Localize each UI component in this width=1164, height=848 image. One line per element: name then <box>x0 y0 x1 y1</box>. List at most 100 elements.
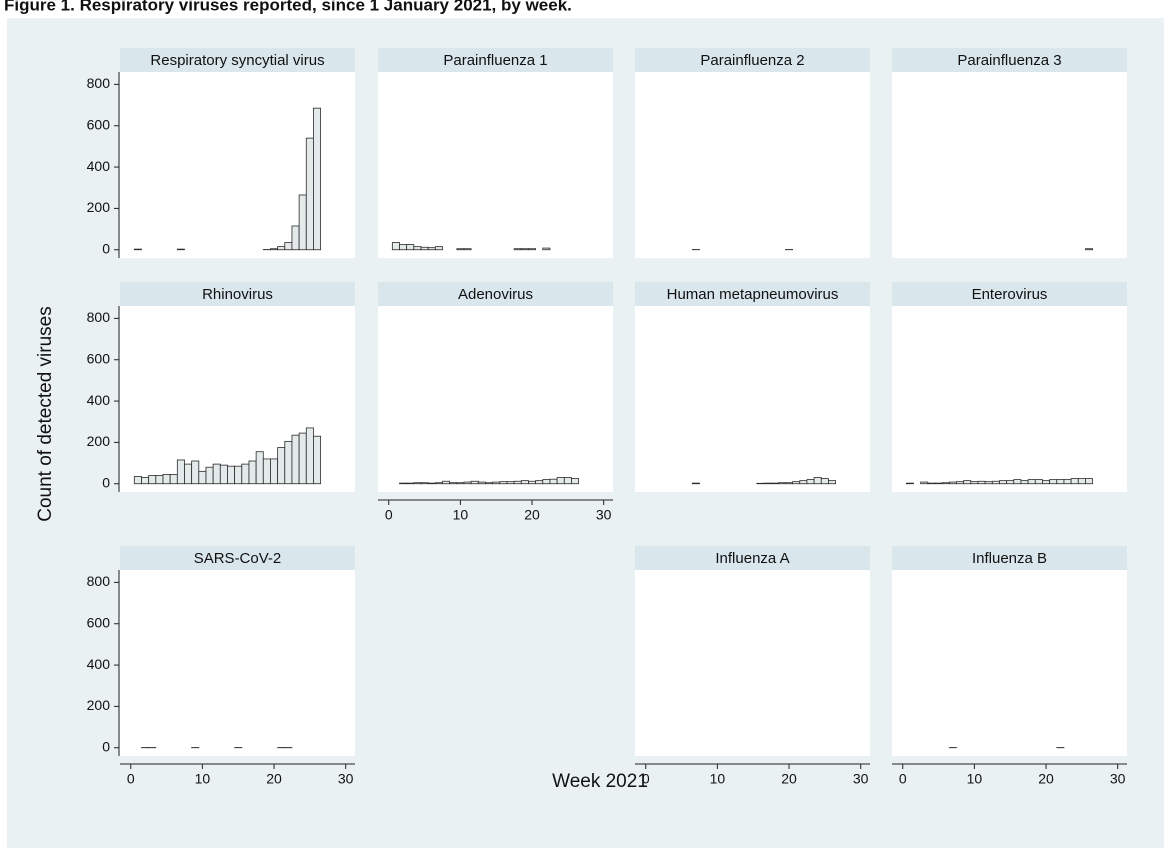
bar <box>399 244 408 251</box>
bar <box>934 482 943 485</box>
x-tick-label: 0 <box>642 771 650 787</box>
bar <box>1056 479 1065 485</box>
bar <box>1077 478 1086 485</box>
bar <box>399 482 408 485</box>
bar <box>463 248 472 251</box>
panel-title: Influenza B <box>972 550 1047 567</box>
bar <box>556 477 565 485</box>
bar <box>434 482 443 485</box>
bar <box>905 482 914 485</box>
bar <box>549 478 558 485</box>
bar <box>520 248 529 251</box>
bar <box>785 482 794 485</box>
bar <box>391 242 400 251</box>
x-axis-title: Week 2021 <box>552 771 648 792</box>
plot-area <box>378 72 613 258</box>
bar <box>184 463 193 485</box>
panel-title: Parainfluenza 2 <box>700 52 804 69</box>
bar <box>141 477 150 485</box>
bar <box>499 481 508 485</box>
panel-title: Rhinovirus <box>202 286 273 303</box>
panel-strip <box>635 282 870 306</box>
bar <box>1034 479 1043 485</box>
panel-strip <box>635 48 870 72</box>
x-tick-label: 20 <box>524 507 540 523</box>
bar <box>155 475 164 485</box>
bar <box>270 248 279 251</box>
bar <box>456 482 465 485</box>
x-tick-label: 30 <box>596 507 612 523</box>
x-tick-label: 0 <box>127 771 135 787</box>
x-tick-label: 10 <box>195 771 211 787</box>
y-tick-label: 400 <box>87 158 111 174</box>
bar <box>1070 478 1079 485</box>
bar <box>262 458 271 485</box>
y-tick-label: 800 <box>87 75 111 91</box>
bar <box>1085 478 1094 485</box>
panel-strip <box>120 48 355 72</box>
bar <box>413 246 422 251</box>
bar <box>255 451 264 485</box>
bar <box>828 480 837 485</box>
bar <box>406 244 415 251</box>
bar <box>763 482 772 485</box>
y-tick-label: 400 <box>87 656 111 672</box>
bar <box>571 478 580 485</box>
bar <box>219 464 228 485</box>
bar <box>770 482 779 485</box>
bar <box>148 475 157 485</box>
x-tick-label: 0 <box>899 771 907 787</box>
panel-title: Parainfluenza 3 <box>957 52 1061 69</box>
bar <box>284 440 293 485</box>
plot-area <box>378 306 613 492</box>
bar <box>305 427 314 485</box>
x-tick-label: 30 <box>853 771 869 787</box>
plot-area <box>892 570 1127 756</box>
plot-area <box>120 570 355 756</box>
bar <box>792 481 801 485</box>
x-tick-label: 30 <box>1110 771 1126 787</box>
bar <box>427 247 436 251</box>
y-tick-label: 600 <box>87 614 111 630</box>
bar <box>420 482 429 485</box>
panel-strip <box>378 48 613 72</box>
bar <box>198 470 207 485</box>
bar <box>513 248 522 251</box>
bar <box>442 480 451 485</box>
y-tick-label: 0 <box>102 240 110 256</box>
bar <box>133 248 142 251</box>
y-tick-label: 0 <box>102 738 110 754</box>
panel-title: Human metapneumovirus <box>667 286 839 303</box>
bar <box>799 480 808 485</box>
bar <box>133 476 142 485</box>
y-tick-label: 200 <box>87 697 111 713</box>
panel-title: Respiratory syncytial virus <box>150 52 324 69</box>
panel-strip <box>892 282 1127 306</box>
bar <box>563 477 572 485</box>
bar <box>176 459 185 485</box>
bar <box>305 137 314 251</box>
bar <box>456 248 465 251</box>
bar <box>1042 480 1051 485</box>
bar <box>528 480 537 485</box>
bar <box>169 474 178 485</box>
bar <box>485 482 494 485</box>
bar <box>927 482 936 485</box>
bar <box>406 482 415 485</box>
x-tick-label: 30 <box>338 771 354 787</box>
bar <box>920 481 929 485</box>
bar <box>313 107 322 251</box>
y-tick-label: 0 <box>102 474 110 490</box>
y-tick-label: 600 <box>87 116 111 132</box>
bar <box>298 194 307 251</box>
bar <box>248 460 257 485</box>
y-axis-title: Count of detected viruses <box>35 306 56 521</box>
y-tick-label: 400 <box>87 392 111 408</box>
bar <box>777 482 786 485</box>
bar <box>463 481 472 485</box>
bar <box>806 479 815 485</box>
panel-strip <box>635 546 870 570</box>
panel-title: Parainfluenza 1 <box>443 52 547 69</box>
x-tick-label: 20 <box>781 771 797 787</box>
panel-title: SARS-CoV-2 <box>194 550 282 567</box>
